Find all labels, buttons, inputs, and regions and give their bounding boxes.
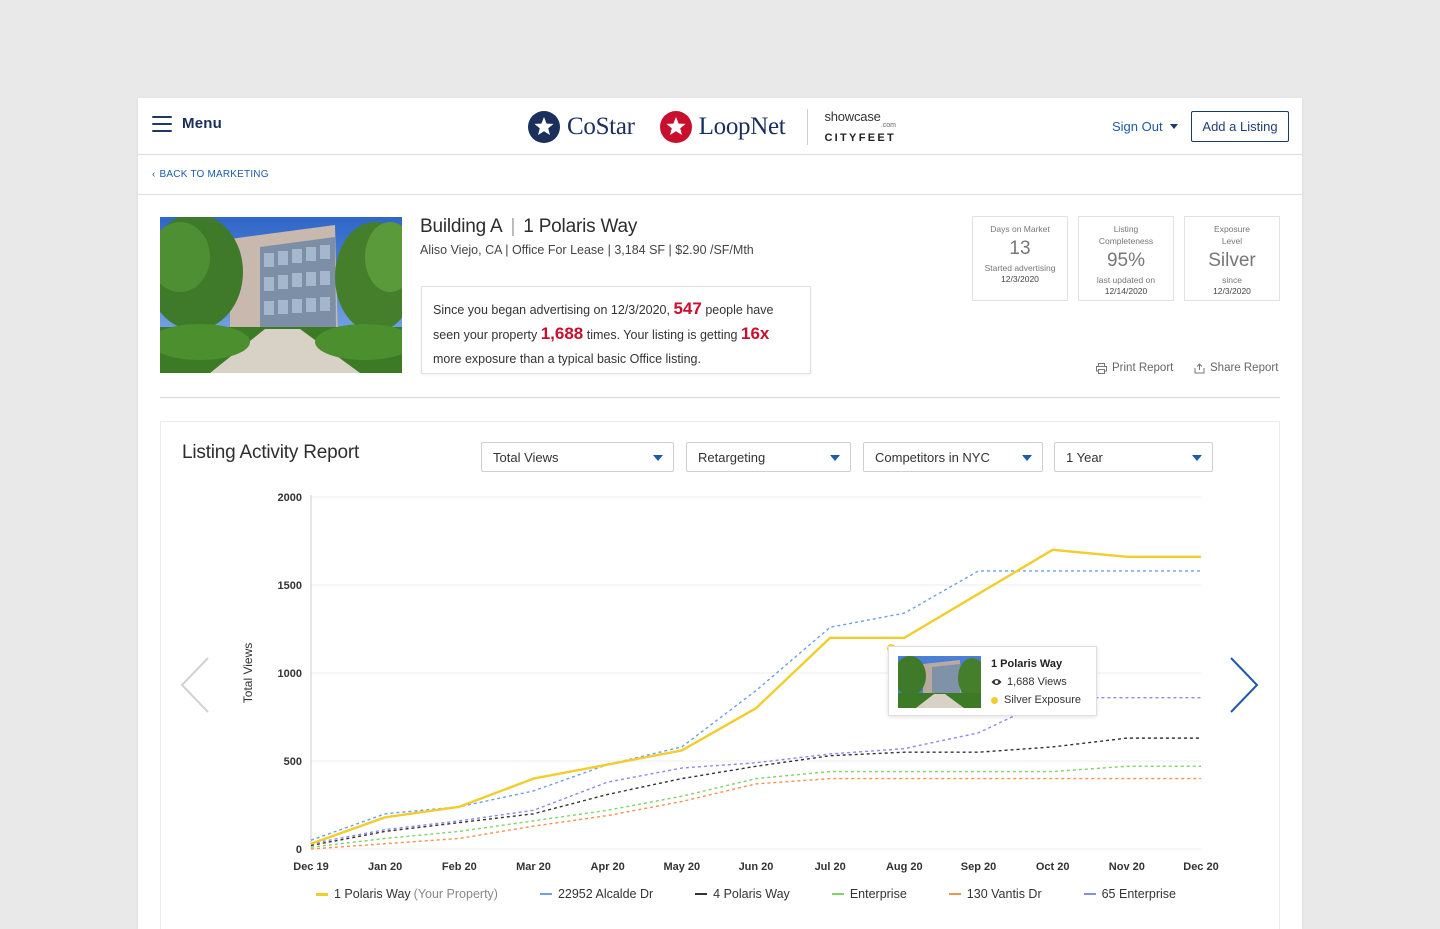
- y-tick-label: 0: [296, 844, 302, 856]
- costar-star-icon: [528, 111, 560, 143]
- series-line-65-enterprise: [310, 696, 1201, 845]
- chevron-left-icon: [180, 657, 209, 713]
- x-tick-label: Jan 20: [368, 861, 402, 873]
- legend-label: 22952 Alcalde Dr: [557, 887, 654, 901]
- stat-exposure-level: Exposure Level Silver since 12/3/2020: [1184, 216, 1280, 301]
- x-tick-label: Sep 20: [961, 861, 996, 873]
- legend-label: 4 Polaris Way: [713, 887, 790, 901]
- legend-item: 65 Enterprise: [1083, 887, 1176, 901]
- x-tick-label: Dec 19: [293, 861, 328, 873]
- line-chart: 0 500 1000 1500 2000 Dec 19 Jan 20 Feb 20 Mar 20…: [241, 492, 1219, 873]
- loopnet-logo: LoopNet: [659, 110, 786, 144]
- chevron-down-icon: [1192, 455, 1202, 461]
- legend-label: Enterprise: [849, 887, 907, 901]
- sign-out-dropdown[interactable]: Sign Out: [1112, 119, 1178, 134]
- menu-button[interactable]: Menu: [152, 115, 222, 132]
- section-divider: [160, 397, 1280, 398]
- x-tick-label: Dec 20: [1183, 861, 1218, 873]
- y-axis-label: Total Views: [241, 643, 255, 703]
- series-line-enterprise: [310, 765, 1201, 848]
- x-tick-label: May 20: [663, 861, 700, 873]
- exposure-dot-icon: [991, 696, 998, 704]
- tooltip-exposure: Silver Exposure: [991, 694, 1081, 706]
- chevron-down-icon: [1022, 455, 1032, 461]
- previous-arrow-button[interactable]: [179, 656, 211, 719]
- brand-divider: [807, 109, 809, 145]
- share-report-button[interactable]: Share Report: [1194, 362, 1278, 374]
- series-line-1-polaris-way: [310, 548, 1201, 845]
- tooltip-views: 1,688 Views: [991, 676, 1067, 688]
- x-tick-label: Jul 20: [815, 861, 846, 873]
- listing-activity-report: Listing Activity Report Total Views Reta…: [160, 421, 1280, 929]
- legend-swatch: [316, 892, 328, 896]
- legend-item: 22952 Alcalde Dr: [539, 887, 654, 901]
- property-title: Building A | 1 Polaris Way: [420, 216, 638, 237]
- hamburger-icon: [152, 115, 172, 132]
- divider: [138, 194, 1302, 195]
- report-title: Listing Activity Report: [182, 442, 360, 463]
- printer-icon: [1096, 362, 1107, 374]
- metric-dropdown[interactable]: Total Views: [481, 442, 674, 472]
- showcase-cityfeet-logo: showcase .com CITYFEET: [824, 109, 897, 144]
- chart-tooltip: 1 Polaris Way 1,688 Views Silver Exposur…: [888, 646, 1097, 716]
- x-tick-label: Aug 20: [886, 861, 923, 873]
- top-header: Menu CoStar LoopNet showcase .com: [138, 98, 1302, 155]
- costar-logo: CoStar: [527, 110, 635, 144]
- chart-legend: 1 Polaris Way (Your Property) 22952 Alcald…: [316, 887, 1218, 901]
- exposure-summary: Since you began advertising on 12/3/2020…: [421, 286, 811, 374]
- y-tick-label: 1000: [278, 668, 302, 680]
- legend-label: 130 Vantis Dr: [966, 887, 1042, 901]
- chevron-right-icon: [1230, 657, 1259, 713]
- legend-swatch: [1083, 893, 1096, 895]
- legend-item: Enterprise: [831, 887, 907, 901]
- legend-label: 1 Polaris Way: [334, 887, 411, 901]
- eye-icon: [991, 679, 1002, 685]
- stat-days-on-market: Days on Market 13 Started advertising 12…: [972, 216, 1068, 301]
- chevron-down-icon: [653, 455, 663, 461]
- y-tick-label: 1500: [278, 580, 302, 592]
- legend-swatch: [695, 893, 708, 895]
- legend-item: 130 Vantis Dr: [948, 887, 1042, 901]
- page-card: Menu CoStar LoopNet showcase .com: [138, 98, 1302, 929]
- legend-label: 65 Enterprise: [1101, 887, 1176, 901]
- chevron-left-icon: ‹: [152, 169, 156, 180]
- x-tick-label: Oct 20: [1036, 861, 1070, 873]
- y-tick-label: 2000: [278, 492, 302, 504]
- x-tick-label: Apr 20: [591, 861, 625, 873]
- legend-swatch: [948, 893, 961, 895]
- tooltip-thumbnail: [898, 656, 981, 708]
- menu-label: Menu: [182, 115, 222, 132]
- x-tick-label: Jun 20: [739, 861, 774, 873]
- y-tick-label: 500: [284, 756, 302, 768]
- chevron-down-icon: [1169, 124, 1178, 129]
- legend-item: 4 Polaris Way: [695, 887, 790, 901]
- share-icon: [1194, 362, 1205, 373]
- stat-listing-completeness: Listing Completeness 95% last updated on…: [1078, 216, 1174, 301]
- x-tick-label: Nov 20: [1109, 861, 1145, 873]
- property-photo: [160, 217, 402, 373]
- series-line-130-vantis-dr: [310, 777, 1201, 850]
- sign-out-label: Sign Out: [1112, 119, 1163, 134]
- loopnet-star-icon: [659, 111, 692, 143]
- x-tick-label: Mar 20: [516, 861, 551, 873]
- series-line-4-polaris-way: [310, 737, 1201, 847]
- campaign-dropdown[interactable]: Retargeting: [686, 442, 851, 472]
- property-subtitle: Aliso Viejo, CA | Office For Lease | 3,1…: [420, 243, 754, 257]
- tooltip-title: 1 Polaris Way: [991, 658, 1063, 670]
- legend-item: 1 Polaris Way (Your Property): [316, 887, 498, 901]
- print-report-button[interactable]: Print Report: [1096, 362, 1173, 374]
- x-tick-label: Feb 20: [442, 861, 477, 873]
- back-to-marketing-link[interactable]: ‹ BACK TO MARKETING: [152, 169, 269, 180]
- competitors-dropdown[interactable]: Competitors in NYC: [863, 442, 1043, 472]
- legend-note: (Your Property): [413, 887, 498, 901]
- legend-swatch: [831, 893, 844, 895]
- add-listing-button[interactable]: Add a Listing: [1191, 111, 1289, 142]
- chevron-down-icon: [830, 455, 840, 461]
- brand-logos: CoStar LoopNet showcase .com CITYFEET: [527, 108, 896, 146]
- next-arrow-button[interactable]: [1228, 656, 1260, 719]
- time-range-dropdown[interactable]: 1 Year: [1054, 442, 1213, 472]
- legend-swatch: [539, 893, 552, 895]
